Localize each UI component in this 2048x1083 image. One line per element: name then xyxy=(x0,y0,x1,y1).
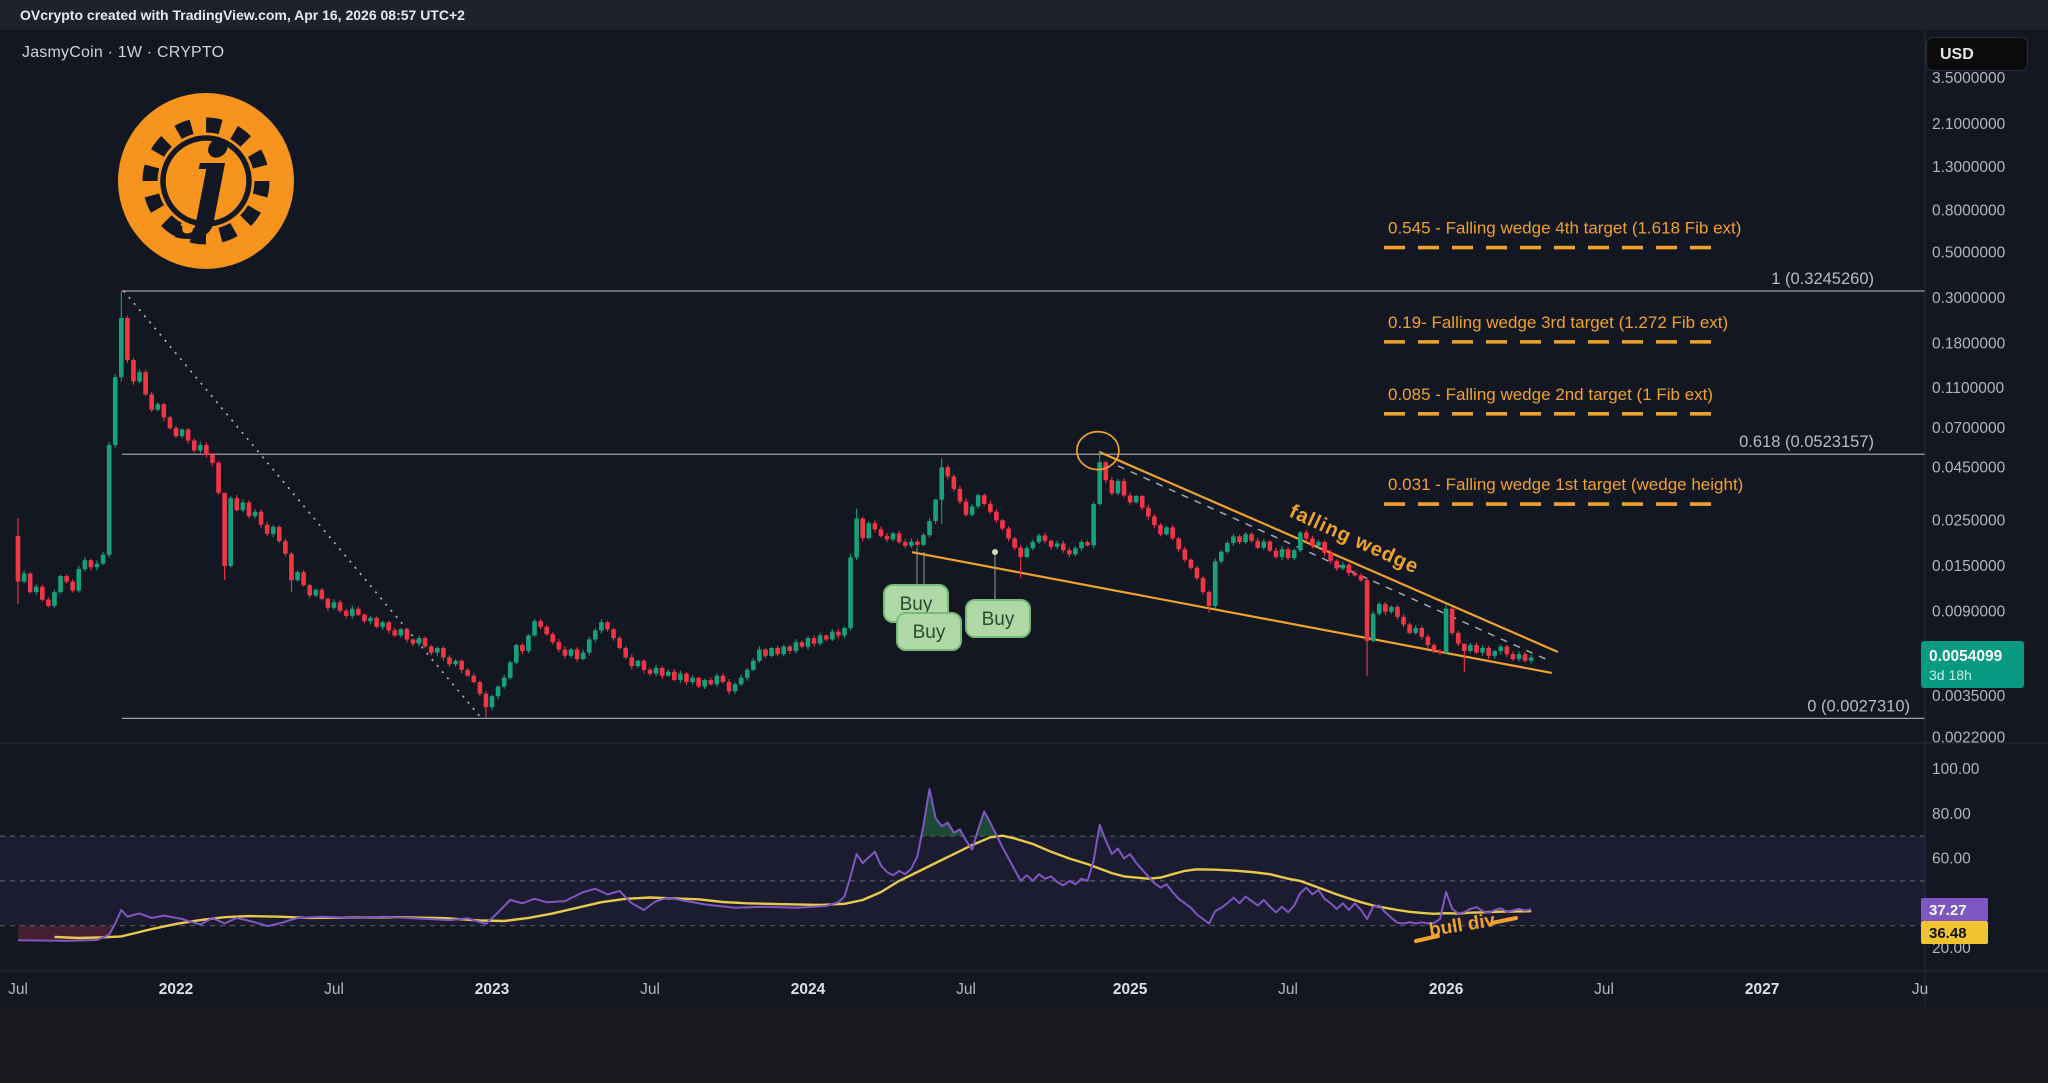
rsi-value-badge xyxy=(1921,898,1988,921)
buy-label-text-0[interactable]: Buy xyxy=(900,594,933,615)
fib-label-0: 1 (0.3245260) xyxy=(1771,270,1874,288)
gear-ring-icon xyxy=(160,135,252,227)
buy-label-box-2[interactable] xyxy=(965,599,1031,638)
price-tick-0.8000000: 0.8000000 xyxy=(1932,202,2006,219)
wedge-mid-dashed[interactable] xyxy=(1117,465,1548,661)
time-tick-Jul-0: Jul xyxy=(8,981,28,998)
time-tick-2023-78: 2023 xyxy=(475,981,510,998)
gear-teeth-icon xyxy=(142,117,270,245)
time-tick-Jul-156: Jul xyxy=(956,981,976,998)
target-label-1[interactable]: 0.19- Falling wedge 3rd target (1.272 Fi… xyxy=(1388,313,1728,332)
wedge-upper[interactable] xyxy=(1098,450,1559,653)
target-label-2[interactable]: 0.085 - Falling wedge 2nd target (1 Fib … xyxy=(1388,385,1713,404)
wedge-circle-annotation[interactable] xyxy=(1076,430,1120,471)
time-tick-Jul-261: Jul xyxy=(1594,981,1614,998)
price-tick-0.3000000: 0.3000000 xyxy=(1932,290,2006,307)
price-tick-1.3000000: 1.3000000 xyxy=(1932,159,2006,176)
time-axis[interactable]: Jul 2022 Jul 2023 Jul 2024 Jul 2025 Jul 2026 Jul 20… xyxy=(8,981,1928,998)
rsi-line xyxy=(17,788,1532,942)
time-tick-2027-287: 2027 xyxy=(1745,981,1779,998)
symbol-title[interactable]: JasmyCoin · 1W · CRYPTO xyxy=(22,44,225,61)
wedge-lower[interactable] xyxy=(911,551,1553,675)
jasmycoin-logo: j xyxy=(118,93,294,269)
candlestick-series xyxy=(15,290,1534,719)
fib-label-2: 0 (0.0027310) xyxy=(1807,697,1910,715)
rsi-value-text: 37.27 xyxy=(1929,902,1967,919)
price-tick-3.5000000: 3.5000000 xyxy=(1932,70,2006,87)
price-axis[interactable]: 3.5000000 2.1000000 1.3000000 0.8000000 0.50… xyxy=(1932,70,2006,747)
rsi-ma-value-badge xyxy=(1921,921,1988,944)
target-label-0[interactable]: 0.545 - Falling wedge 4th target (1.618 … xyxy=(1388,219,1741,238)
buy-label-text-1[interactable]: Buy xyxy=(913,622,946,643)
rsi-overbought-fill xyxy=(921,789,1105,837)
price-tick-0.1100000: 0.1100000 xyxy=(1932,380,2004,397)
price-tick-0.0450000: 0.0450000 xyxy=(1932,460,2006,477)
snapshot-attribution-bar: OVcrypto created with TradingView.com, A… xyxy=(0,0,2048,30)
attribution-text: OVcrypto created with TradingView.com, A… xyxy=(20,7,465,23)
rsi-ma-value-text: 36.48 xyxy=(1929,925,1967,942)
current-price-badge: 0.0054099 3d 18h xyxy=(1921,641,2024,688)
rsi-tick-60.00: 60.00 xyxy=(1932,851,1971,868)
target-label-3[interactable]: 0.031 - Falling wedge 1st target (wedge … xyxy=(1388,475,1743,494)
bar-countdown: 3d 18h xyxy=(1929,667,1972,683)
bull-div-dash-1 xyxy=(1490,916,1518,925)
price-tick-2.1000000: 2.1000000 xyxy=(1932,116,2006,133)
current-price-value: 0.0054099 xyxy=(1929,648,2003,665)
time-tick-2026-235: 2026 xyxy=(1429,981,1464,998)
rsi-tick-80.00: 80.00 xyxy=(1932,806,1971,823)
price-tick-0.0090000: 0.0090000 xyxy=(1932,604,2006,621)
price-tick-0.0022000: 0.0022000 xyxy=(1932,730,2006,747)
time-tick-2025-183: 2025 xyxy=(1113,981,1148,998)
tradingview-logo-icon[interactable] xyxy=(14,1022,74,1062)
price-tick-0.5000000: 0.5000000 xyxy=(1932,244,2006,261)
time-tick-Jul-104: Jul xyxy=(640,981,660,998)
time-tick-2024-130: 2024 xyxy=(791,981,826,998)
price-tick-0.0150000: 0.0150000 xyxy=(1932,558,2006,575)
time-tick-Ju-313: Ju xyxy=(1912,981,1928,998)
price-tick-0.0700000: 0.0700000 xyxy=(1932,420,2006,437)
buy-label-text-2[interactable]: Buy xyxy=(982,609,1015,630)
rsi-tick-100.00: 100.00 xyxy=(1932,761,1980,778)
time-tick-Jul-52: Jul xyxy=(324,981,344,998)
rsi-tick-20.00: 20.00 xyxy=(1932,940,1971,957)
price-tick-0.0250000: 0.0250000 xyxy=(1932,512,2006,529)
rsi-axis[interactable]: 100.00 80.00 60.00 20.00 xyxy=(1932,761,1980,957)
buy-label-box-1[interactable] xyxy=(896,612,962,651)
currency-button[interactable]: USD xyxy=(1926,37,2028,71)
footer-bar: TradingView xyxy=(0,1005,2048,1083)
bull-div-dash-0 xyxy=(1414,934,1440,943)
buy-anchor-dot xyxy=(992,549,998,555)
fib-label-1: 0.618 (0.0523157) xyxy=(1739,433,1874,451)
price-tick-0.0035000: 0.0035000 xyxy=(1932,688,2006,705)
time-tick-Jul-209: Jul xyxy=(1278,981,1298,998)
price-tick-0.1800000: 0.1800000 xyxy=(1932,336,2006,353)
time-tick-2022-26: 2022 xyxy=(159,981,193,998)
